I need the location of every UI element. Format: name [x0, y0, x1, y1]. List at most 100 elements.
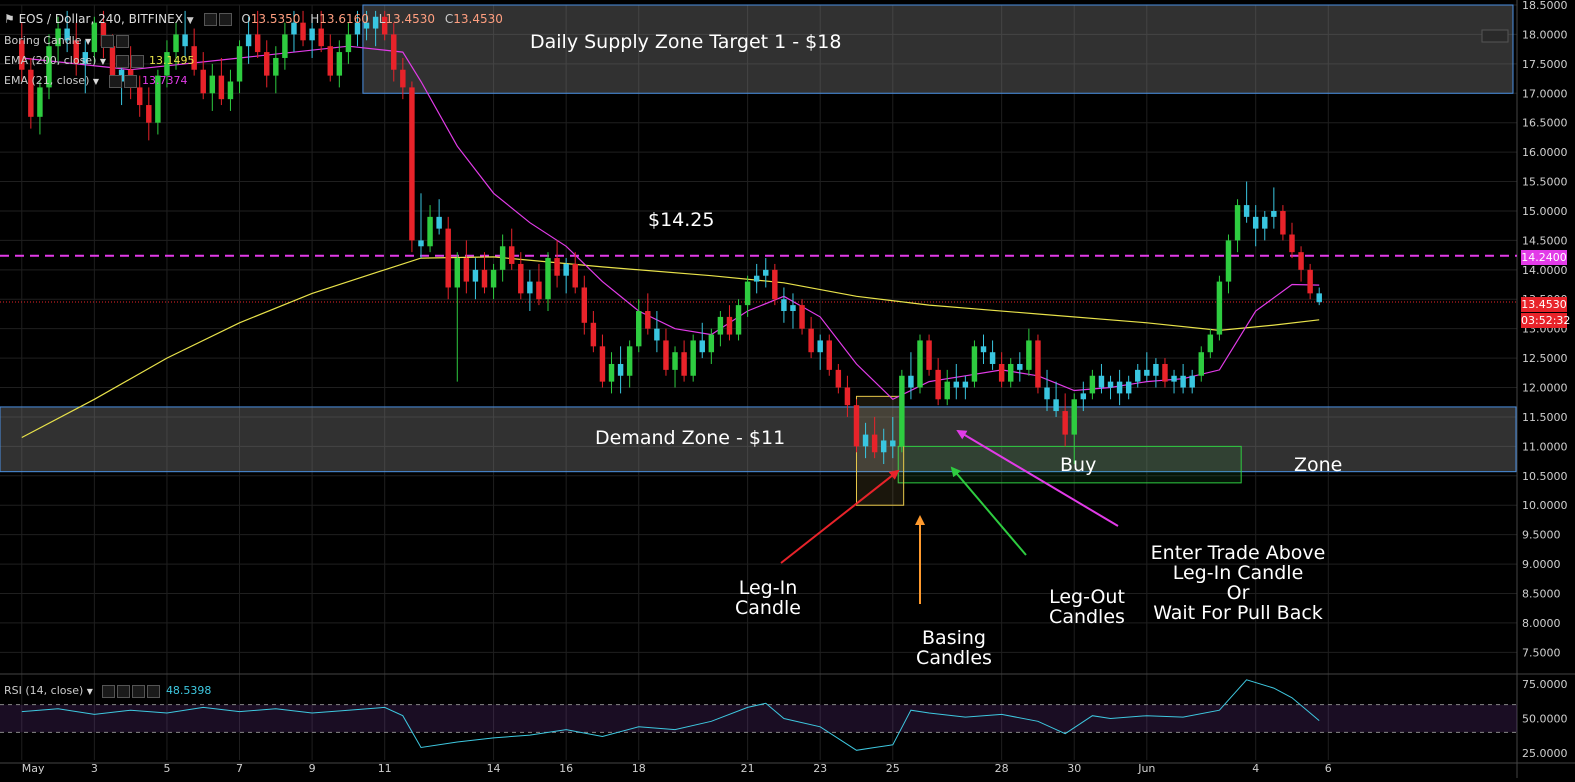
- candle-body: [146, 105, 152, 123]
- ohlc-open-value: 13.5350: [250, 12, 301, 26]
- enter-trade-label: Or: [1227, 582, 1250, 604]
- leg-out-label: Candles: [1049, 606, 1125, 628]
- chevron-down-icon[interactable]: ▼: [86, 687, 93, 696]
- flag-icon[interactable]: ⚑: [4, 12, 15, 26]
- candle-body: [753, 275, 760, 282]
- candle-body: [1298, 252, 1304, 270]
- candle-body: [19, 40, 25, 70]
- candle-body: [490, 269, 497, 288]
- candle-body: [1026, 340, 1032, 370]
- candle-body: [998, 363, 1005, 382]
- x-tick-label: 5: [163, 762, 170, 775]
- symbol-buttons: [203, 12, 234, 27]
- scale-toggle-button[interactable]: [1481, 29, 1509, 43]
- candle-body: [681, 352, 687, 376]
- ema200-line: [21, 256, 1320, 439]
- candle-body: [699, 340, 705, 353]
- indicator-ema21[interactable]: EMA (21, close) ▼ 13.7374: [4, 74, 188, 88]
- candle-body: [472, 269, 479, 282]
- ohlc-low-label: L: [378, 12, 386, 26]
- settings-icon[interactable]: [115, 34, 129, 48]
- rsi-tick-label: 75.0000: [1522, 678, 1568, 691]
- y-tick-label: 9.0000: [1522, 558, 1561, 571]
- candle-body: [599, 346, 606, 382]
- candle-body: [309, 28, 315, 41]
- y-tick-label: 11.0000: [1522, 440, 1568, 453]
- y-tick-label: 12.5000: [1522, 352, 1568, 365]
- countdown-tag: 03:52:32: [1521, 313, 1571, 328]
- ohlc-open-label: O: [241, 12, 251, 26]
- chevron-down-icon[interactable]: ▼: [186, 16, 194, 26]
- indicator-boring-candle[interactable]: Boring Candle ▼: [4, 34, 131, 48]
- indicator-ema200[interactable]: EMA (200, close) ▼ 13.1495: [4, 54, 195, 68]
- candle-body: [935, 369, 941, 400]
- candle-body: [763, 269, 769, 276]
- candle-body: [381, 16, 388, 35]
- y-tick-label: 14.5000: [1522, 234, 1568, 247]
- candle-body: [1053, 399, 1059, 412]
- candle-body: [1289, 234, 1295, 253]
- settings-icon[interactable]: [203, 13, 217, 26]
- candle-body: [191, 46, 197, 70]
- candle-body: [844, 387, 851, 406]
- x-tick-label: Jun: [1137, 762, 1155, 775]
- plus-icon[interactable]: [132, 684, 146, 698]
- candle-body: [155, 75, 161, 123]
- candle-body: [1153, 363, 1159, 376]
- candle-body: [282, 34, 288, 58]
- candle-body: [1243, 205, 1250, 217]
- candle-body: [880, 440, 887, 453]
- x-tick-label: 7: [236, 762, 243, 775]
- chevron-down-icon[interactable]: ▼: [85, 37, 92, 46]
- candle-body: [717, 316, 724, 335]
- indicator-buttons: [115, 54, 146, 68]
- candle-body: [908, 375, 914, 388]
- candle-body: [581, 287, 588, 323]
- candle-body: [590, 322, 597, 347]
- candle-body: [82, 52, 89, 64]
- rsi-header[interactable]: RSI (14, close) ▼ 48.5398: [4, 684, 211, 698]
- eye-icon[interactable]: [102, 684, 116, 698]
- candle-body: [781, 299, 787, 312]
- x-tick-label: 9: [309, 762, 316, 775]
- chevron-down-icon[interactable]: ▼: [92, 77, 100, 86]
- settings-icon[interactable]: [123, 74, 137, 88]
- symbol-title[interactable]: EOS / Dollar, 240, BITFINEX: [18, 12, 183, 26]
- close-icon[interactable]: [147, 684, 161, 698]
- candle-body: [917, 340, 923, 388]
- eye-icon[interactable]: [115, 54, 129, 68]
- candle-body: [744, 281, 751, 306]
- candle-body: [91, 22, 98, 53]
- candle-body: [636, 311, 642, 347]
- candle-body: [835, 369, 842, 388]
- candle-body: [345, 34, 352, 53]
- candle-body: [772, 269, 778, 300]
- y-tick-label: 17.0000: [1522, 87, 1568, 100]
- candle-body: [28, 69, 34, 117]
- settings-icon[interactable]: [130, 54, 144, 68]
- candle-body: [536, 281, 542, 300]
- candle-body: [1225, 240, 1232, 282]
- candle-body: [899, 375, 905, 447]
- settings-icon[interactable]: [117, 684, 131, 698]
- candle-body: [1316, 293, 1322, 303]
- candle-body: [1307, 269, 1313, 294]
- candle-body: [1198, 352, 1204, 376]
- eye-icon[interactable]: [108, 74, 122, 88]
- candle-body: [645, 311, 651, 329]
- eye-icon[interactable]: [100, 34, 114, 48]
- candle-body: [1162, 363, 1168, 382]
- candle-body: [499, 246, 506, 270]
- candle-body: [409, 87, 415, 241]
- indicator-buttons: [100, 34, 131, 48]
- candle-body: [137, 87, 143, 106]
- candle-body: [617, 363, 624, 376]
- eye-icon[interactable]: [218, 13, 232, 26]
- chevron-down-icon[interactable]: ▼: [99, 57, 107, 66]
- candle-body: [291, 22, 297, 35]
- candle-body: [572, 263, 578, 288]
- candle-body: [109, 46, 116, 82]
- indicator-label: Boring Candle: [4, 34, 82, 47]
